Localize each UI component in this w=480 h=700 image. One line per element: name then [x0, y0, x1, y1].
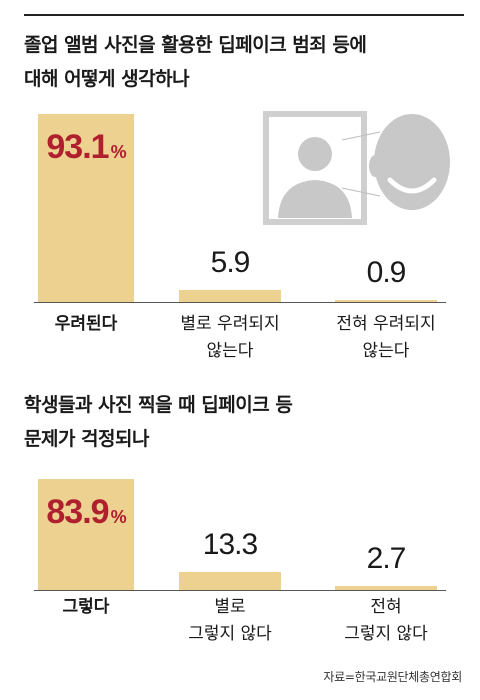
bar-1 — [38, 479, 134, 590]
category-label-2: 별로 우려되지 않는다 — [180, 314, 280, 361]
bar-3 — [335, 300, 437, 302]
x-axis-line — [34, 590, 446, 591]
chart-2-title: 학생들과 사진 찍을 때 딥페이크 등 문제가 걱정되나 — [24, 394, 293, 450]
category-label-1: 우려된다 — [54, 314, 118, 334]
value-label-3: 0.9 — [366, 256, 407, 289]
category-label-2: 별로 그렇지 않다 — [188, 597, 272, 644]
chart-1-title: 졸업 앨범 사진을 활용한 딥페이크 범죄 등에 대해 어떻게 생각하나 — [24, 34, 367, 90]
x-axis-line — [34, 302, 446, 303]
value-label-2: 13.3 — [202, 528, 258, 562]
value-label-3: 2.7 — [366, 542, 407, 576]
value-label-2: 5.9 — [210, 246, 251, 280]
portrait-frame-icon — [263, 111, 367, 225]
chart-1: 93.1% 우려된다 5.9 별로 우려되지 않는다 0.9 전혀 우려되지 않는다 — [34, 113, 446, 361]
bar-1 — [38, 113, 134, 302]
source-note: 자료=한국교원단체총연합회 — [323, 670, 462, 684]
category-label-1: 그렇다 — [62, 597, 110, 617]
bar-3 — [335, 586, 437, 590]
category-label-3: 전혀 우려되지 않는다 — [336, 314, 436, 361]
value-label-1: 93.1% — [46, 127, 126, 166]
top-rule — [24, 14, 464, 16]
smiling-face-icon — [369, 114, 450, 210]
deepfake-illustration — [263, 111, 450, 225]
bar-2 — [179, 572, 281, 590]
bar-2 — [179, 290, 281, 302]
category-label-3: 전혀 그렇지 않다 — [344, 597, 428, 644]
value-label-1: 83.9% — [46, 493, 126, 532]
